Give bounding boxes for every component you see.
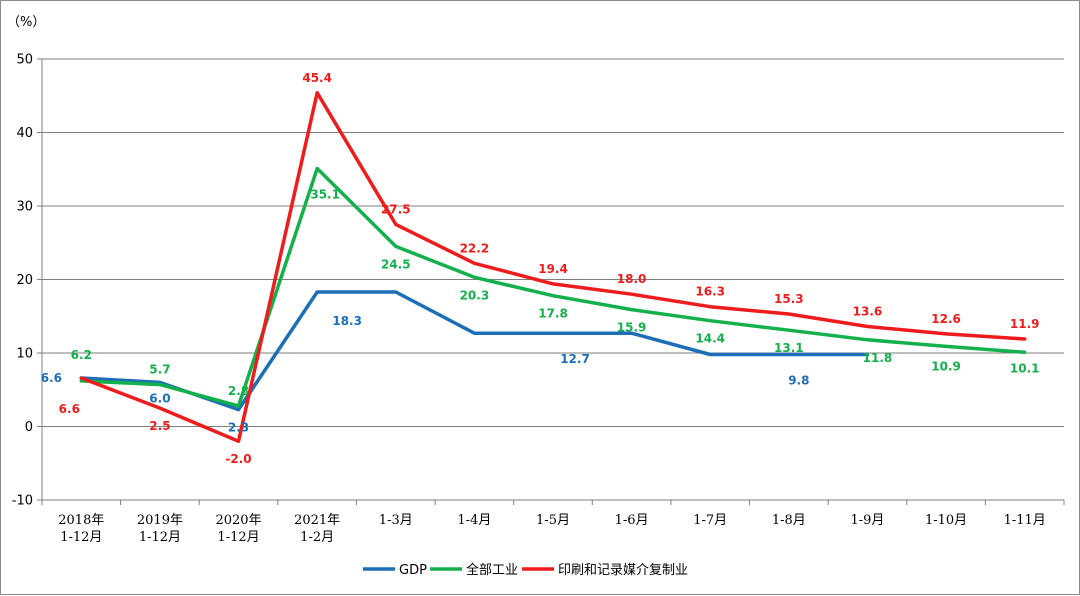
data-label: 2.8 (228, 384, 249, 398)
axes: -10 0 10 20 30 40 50 2018年 1-12月 2019年 1-12月 2020年 1… (12, 53, 1064, 546)
x-tick-label-line: 1-12月 (60, 530, 102, 545)
data-label: 45.4 (302, 71, 332, 85)
data-label: 20.3 (460, 288, 490, 302)
x-tick-label-line: 2020年 (215, 513, 261, 528)
data-label: 6.2 (71, 348, 92, 362)
y-tick-label: 20 (16, 273, 33, 288)
x-tick-label-line: 2021年 (294, 513, 340, 528)
x-tick-label: 1-3月 (379, 513, 413, 528)
x-tick-label: 1-10月 (925, 513, 967, 528)
y-tick-label: 10 (16, 347, 33, 362)
legend-label: 印刷和记录媒介复制业 (558, 563, 688, 578)
data-label: 24.5 (381, 257, 411, 271)
x-tick-label: 2018年 1-12月 (58, 513, 104, 545)
data-label: 2.5 (149, 419, 170, 433)
x-tick-label-line: 1-3月 (379, 513, 413, 528)
x-tick-label-line: 1-8月 (772, 513, 806, 528)
data-label: 19.4 (538, 262, 568, 276)
x-tick-label-line: 1-11月 (1004, 513, 1046, 528)
y-tick-label: 0 (25, 420, 33, 435)
data-label: 10.1 (1010, 361, 1040, 375)
data-label: 6.6 (41, 371, 62, 385)
series-line-1 (81, 169, 1024, 406)
x-tick-label-line: 1-4月 (457, 513, 491, 528)
data-label: 6.0 (149, 391, 170, 405)
x-tick-label-line: 1-2月 (300, 530, 334, 545)
x-tick-label-line: 2019年 (137, 513, 183, 528)
data-label: 15.9 (617, 321, 647, 335)
data-label: 10.9 (931, 359, 961, 373)
x-tick-label: 1-8月 (772, 513, 806, 528)
legend-label: 全部工业 (466, 562, 518, 578)
data-label: 5.7 (149, 363, 170, 377)
y-tick-label: 30 (16, 200, 33, 215)
x-tick-label-line: 1-9月 (850, 513, 884, 528)
data-label: 11.8 (863, 351, 893, 365)
x-tick-label-line: 1-12月 (217, 530, 259, 545)
x-tick-label-line: 2018年 (58, 513, 104, 528)
data-label: 16.3 (695, 285, 725, 299)
legend: GDP 全部工业 印刷和记录媒介复制业 (363, 562, 688, 578)
y-tick-label: 50 (16, 53, 33, 68)
data-label: 35.1 (310, 188, 340, 202)
x-tick-label: 1-6月 (615, 513, 649, 528)
x-tick-label: 2019年 1-12月 (137, 513, 183, 545)
legend-label: GDP (399, 563, 427, 578)
x-tick-label: 2020年 1-12月 (215, 513, 261, 545)
x-tick-label-line: 1-7月 (693, 513, 727, 528)
y-tick-label: 40 (16, 126, 33, 141)
x-tick-label-line: 1-5月 (536, 513, 570, 528)
data-label: 13.1 (774, 341, 804, 355)
data-label: 12.7 (560, 352, 590, 366)
x-tick-label: 1-11月 (1004, 513, 1046, 528)
x-tick-label: 1-9月 (850, 513, 884, 528)
data-label: 15.3 (774, 292, 804, 306)
x-tick-label: 1-7月 (693, 513, 727, 528)
y-tick-label: -10 (12, 494, 33, 509)
data-label: -2.0 (225, 452, 251, 466)
data-label: 18.0 (617, 272, 647, 286)
data-label: 11.9 (1010, 317, 1040, 331)
data-label: 22.2 (460, 241, 490, 255)
x-tick-label: 2021年 1-2月 (294, 513, 340, 545)
data-label: 14.4 (695, 332, 725, 346)
x-tick-label-line: 1-10月 (925, 513, 967, 528)
data-label: 17.8 (538, 307, 568, 321)
data-label: 18.3 (332, 314, 362, 328)
data-label: 27.5 (381, 202, 411, 216)
x-tick-label-line: 1-6月 (615, 513, 649, 528)
x-tick-label-line: 1-12月 (139, 530, 181, 545)
data-label: 13.6 (853, 305, 883, 319)
data-label: 2.3 (228, 421, 249, 435)
data-label: 12.6 (931, 312, 961, 326)
y-axis-unit-label: （%） (7, 15, 45, 30)
x-tick-label: 1-5月 (536, 513, 570, 528)
data-label: 6.6 (59, 402, 80, 416)
data-labels: 6.6 6.0 2.3 18.3 12.7 9.8 6.2 5.7 2.8 35.1 24.5 20.… (41, 71, 1040, 466)
grid-lines (42, 59, 1064, 427)
x-tick-label: 1-4月 (457, 513, 491, 528)
data-label: 9.8 (788, 373, 809, 387)
